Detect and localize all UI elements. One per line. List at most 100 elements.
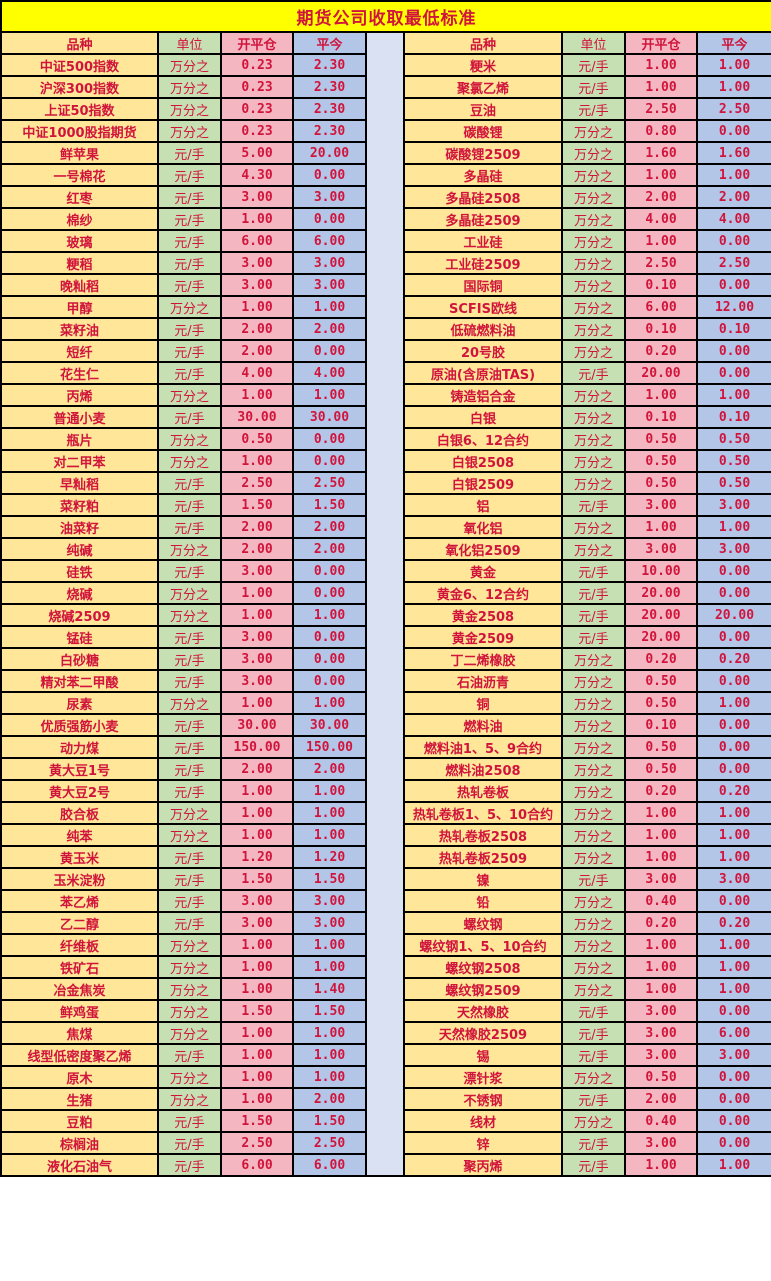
close-today-fee-right: 12.00 (695, 295, 771, 319)
close-today-fee-left: 2.00 (292, 317, 367, 341)
open-close-fee-right: 1.00 (624, 229, 698, 253)
open-close-fee-right: 1.00 (624, 1153, 698, 1177)
unit-right: 元/手 (561, 999, 626, 1023)
open-close-fee-right: 0.50 (624, 669, 698, 693)
close-today-fee-right: 0.00 (695, 361, 771, 385)
unit-right: 万分之 (561, 911, 626, 935)
product-name-left: 玻璃 (0, 229, 159, 253)
product-name-right: 豆油 (403, 97, 563, 121)
product-name-left: 甲醇 (0, 295, 159, 319)
unit-left: 元/手 (157, 515, 222, 539)
open-close-fee-right: 0.20 (624, 647, 698, 671)
open-close-fee-right: 2.50 (624, 251, 698, 275)
open-close-fee-right: 20.00 (624, 361, 698, 385)
product-name-right: 漂针浆 (403, 1065, 563, 1089)
table-row: 丙烯 万分之 1.00 1.00 铸造铝合金 万分之 1.00 1.00 (0, 383, 771, 407)
product-name-left: 花生仁 (0, 361, 159, 385)
open-close-fee-left: 0.23 (220, 119, 294, 143)
unit-left: 万分之 (157, 603, 222, 627)
product-name-right: 锌 (403, 1131, 563, 1155)
close-today-fee-right: 0.10 (695, 317, 771, 341)
close-today-fee-left: 30.00 (292, 713, 367, 737)
table-row: 一号棉花 元/手 4.30 0.00 多晶硅 万分之 1.00 1.00 (0, 163, 771, 187)
product-name-left: 液化石油气 (0, 1153, 159, 1177)
header-unit-right: 单位 (561, 31, 626, 55)
close-today-fee-right: 0.00 (695, 757, 771, 781)
open-close-fee-right: 0.10 (624, 273, 698, 297)
product-name-left: 菜籽油 (0, 317, 159, 341)
unit-right: 元/手 (561, 53, 626, 77)
product-name-left: 中证500指数 (0, 53, 159, 77)
open-close-fee-left: 1.00 (220, 779, 294, 803)
close-today-fee-left: 1.00 (292, 1021, 367, 1045)
unit-left: 元/手 (157, 1109, 222, 1133)
open-close-fee-left: 1.20 (220, 845, 294, 869)
open-close-fee-left: 2.00 (220, 757, 294, 781)
unit-left: 元/手 (157, 405, 222, 429)
unit-right: 万分之 (561, 757, 626, 781)
close-today-fee-right: 0.00 (695, 999, 771, 1023)
product-name-left: 丙烯 (0, 383, 159, 407)
unit-left: 万分之 (157, 823, 222, 847)
table-row: 黄玉米 元/手 1.20 1.20 热轧卷板2509 万分之 1.00 1.00 (0, 845, 771, 869)
product-name-right: 黄金2509 (403, 625, 563, 649)
close-today-fee-right: 0.00 (695, 735, 771, 759)
open-close-fee-left: 1.00 (220, 207, 294, 231)
table-row: 玻璃 元/手 6.00 6.00 工业硅 万分之 1.00 0.00 (0, 229, 771, 253)
close-today-fee-right: 0.00 (695, 1087, 771, 1111)
unit-left: 元/手 (157, 735, 222, 759)
unit-left: 万分之 (157, 999, 222, 1023)
table-row: 油菜籽 元/手 2.00 2.00 氧化铝 万分之 1.00 1.00 (0, 515, 771, 539)
open-close-fee-right: 1.00 (624, 163, 698, 187)
unit-left: 万分之 (157, 955, 222, 979)
unit-left: 万分之 (157, 75, 222, 99)
unit-right: 万分之 (561, 735, 626, 759)
table-row: 菜籽粕 元/手 1.50 1.50 铝元/手 3.00 3.00 (0, 493, 771, 517)
close-today-fee-left: 1.00 (292, 1065, 367, 1089)
product-name-right: 氧化铝2509 (403, 537, 563, 561)
open-close-fee-right: 0.20 (624, 779, 698, 803)
product-name-left: 动力煤 (0, 735, 159, 759)
open-close-fee-right: 20.00 (624, 603, 698, 627)
open-close-fee-right: 0.20 (624, 339, 698, 363)
open-close-fee-left: 0.23 (220, 97, 294, 121)
close-today-fee-right: 3.00 (695, 1043, 771, 1067)
open-close-fee-right: 0.40 (624, 1109, 698, 1133)
table-row: 冶金焦炭 万分之 1.00 1.40 螺纹钢2509 万分之 1.00 1.00 (0, 977, 771, 1001)
table-row: 粳稻 元/手 3.00 3.00 工业硅2509 万分之 2.50 2.50 (0, 251, 771, 275)
unit-right: 万分之 (561, 383, 626, 407)
unit-right: 万分之 (561, 647, 626, 671)
table-row: 中证500指数 万分之 0.23 2.30 粳米 元/手 1.00 1.00 (0, 53, 771, 77)
unit-right: 万分之 (561, 317, 626, 341)
close-today-fee-left: 1.00 (292, 779, 367, 803)
unit-left: 元/手 (157, 207, 222, 231)
table-row: 黄大豆2号 元/手 1.00 1.00 热轧卷板 万分之 0.20 0.20 (0, 779, 771, 803)
table-row: 晚籼稻 元/手 3.00 3.00 国际铜 万分之 0.10 0.00 (0, 273, 771, 297)
open-close-fee-left: 5.00 (220, 141, 294, 165)
close-today-fee-left: 2.30 (292, 119, 367, 143)
unit-left: 万分之 (157, 977, 222, 1001)
close-today-fee-right: 0.20 (695, 647, 771, 671)
open-close-fee-left: 1.50 (220, 493, 294, 517)
open-close-fee-right: 4.00 (624, 207, 698, 231)
table-row: 烧碱2509 万分之 1.00 1.00 黄金2508 元/手 20.00 20.00 (0, 603, 771, 627)
unit-right: 万分之 (561, 163, 626, 187)
table-row: 早籼稻 元/手 2.50 2.50 白银2509 万分之 0.50 0.50 (0, 471, 771, 495)
close-today-fee-left: 30.00 (292, 405, 367, 429)
close-today-fee-left: 2.30 (292, 97, 367, 121)
unit-left: 万分之 (157, 427, 222, 451)
table-row: 苯乙烯 元/手 3.00 3.00 铅万分之 0.40 0.00 (0, 889, 771, 913)
unit-left: 万分之 (157, 581, 222, 605)
product-name-left: 棉纱 (0, 207, 159, 231)
unit-right: 万分之 (561, 229, 626, 253)
open-close-fee-left: 2.50 (220, 1131, 294, 1155)
unit-right: 万分之 (561, 251, 626, 275)
product-name-right: 天然橡胶2509 (403, 1021, 563, 1045)
open-close-fee-left: 1.00 (220, 1021, 294, 1045)
table-row: 甲醇 万分之 1.00 1.00 SCFIS欧线 万分之 6.00 12.00 (0, 295, 771, 319)
open-close-fee-left: 2.00 (220, 515, 294, 539)
unit-right: 元/手 (561, 603, 626, 627)
product-name-right: 螺纹钢2509 (403, 977, 563, 1001)
unit-right: 万分之 (561, 669, 626, 693)
close-today-fee-right: 1.00 (695, 955, 771, 979)
